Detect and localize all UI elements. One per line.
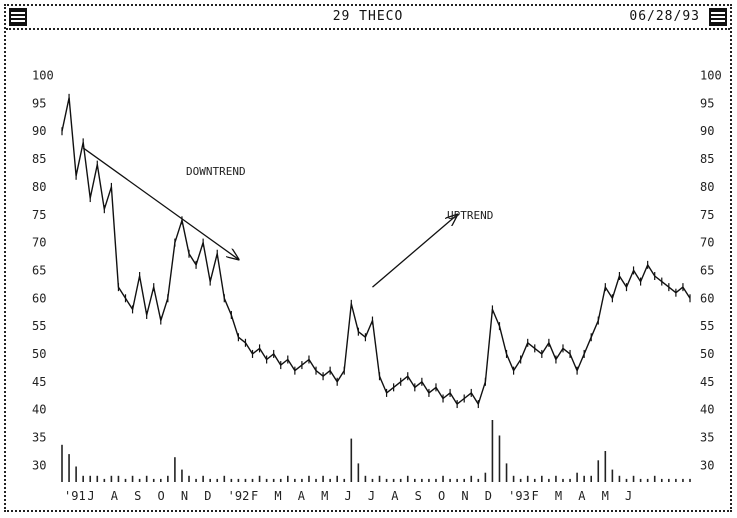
x-tick-label: O [158, 489, 165, 503]
y-tick-label-right: 75 [700, 208, 714, 222]
x-tick-label: J [368, 489, 375, 503]
x-tick-label: N [181, 489, 188, 503]
y-tick-label-right: 45 [700, 375, 714, 389]
trend-arrow [82, 147, 238, 259]
window-resize-icon[interactable] [709, 8, 727, 26]
trend-label: DOWNTREND [186, 165, 246, 178]
x-tick-label: M [321, 489, 328, 503]
x-tick-label: '93 [508, 489, 530, 503]
y-tick-label-left: 45 [32, 375, 46, 389]
y-tick-label-right: 30 [700, 458, 714, 472]
y-tick-label-right: 95 [700, 96, 714, 110]
y-tick-label-left: 75 [32, 208, 46, 222]
y-tick-label-left: 70 [32, 236, 46, 250]
y-tick-label-left: 65 [32, 263, 46, 277]
y-tick-label-left: 35 [32, 430, 46, 444]
x-tick-label: A [111, 489, 119, 503]
y-tick-label-left: 85 [32, 152, 46, 166]
y-tick-label-right: 100 [700, 69, 722, 83]
x-tick-label: D [485, 489, 492, 503]
left-y-axis: 100 95 90 85 80 75 70 65 60 55 50 45 40 35 30 [32, 69, 54, 473]
y-tick-label-right: 85 [700, 152, 714, 166]
y-tick-label-left: 55 [32, 319, 46, 333]
y-tick-label-right: 60 [700, 291, 714, 305]
x-tick-label: F [251, 489, 258, 503]
y-tick-label-right: 50 [700, 347, 714, 361]
y-tick-label-right: 40 [700, 403, 714, 417]
y-tick-label-right: 55 [700, 319, 714, 333]
volume-bars [61, 420, 691, 482]
x-tick-label: A [391, 489, 399, 503]
y-tick-label-right: 70 [700, 236, 714, 250]
window-menu-icon[interactable] [9, 8, 27, 26]
x-tick-label: N [461, 489, 468, 503]
chart-window: 29 THECO 06/28/93 [4, 4, 732, 512]
right-y-axis: 100 95 90 85 80 75 70 65 60 55 50 45 40 35 30 [700, 69, 722, 473]
x-tick-label: J [87, 489, 94, 503]
trend-annotations: DOWNTREND UPTREND [82, 147, 493, 288]
x-tick-label: A [578, 489, 586, 503]
y-tick-label-left: 80 [32, 180, 46, 194]
y-tick-label-right: 80 [700, 180, 714, 194]
x-tick-label: F [532, 489, 539, 503]
price-line [61, 97, 691, 405]
price-series [61, 93, 691, 409]
x-tick-label: M [602, 489, 609, 503]
x-tick-label: A [298, 489, 306, 503]
y-tick-label-left: 60 [32, 291, 46, 305]
trend-label: UPTREND [447, 209, 493, 222]
y-tick-label-left: 95 [32, 96, 46, 110]
title-bar[interactable]: 29 THECO 06/28/93 [6, 6, 730, 30]
window-title: 29 THECO [332, 9, 404, 24]
y-tick-label-right: 35 [700, 430, 714, 444]
x-tick-label: J [625, 489, 632, 503]
x-tick-label: '91 [64, 489, 86, 503]
y-tick-label-left: 100 [32, 69, 54, 83]
y-tick-label-left: 30 [32, 458, 46, 472]
y-tick-label-right: 90 [700, 124, 714, 138]
y-tick-label-right: 65 [700, 263, 714, 277]
chart-date: 06/28/93 [629, 9, 700, 24]
x-tick-label: M [274, 489, 281, 503]
x-tick-label: S [134, 489, 141, 503]
x-tick-label: M [555, 489, 562, 503]
x-tick-label: D [204, 489, 211, 503]
x-tick-label: O [438, 489, 445, 503]
x-axis: '91 J A S O N D '92 F M A M J J A S O N D '93 F M A M J [64, 489, 632, 503]
y-tick-label-left: 40 [32, 403, 46, 417]
trend-arrow [372, 215, 457, 288]
x-tick-label: S [415, 489, 422, 503]
y-tick-label-left: 50 [32, 347, 46, 361]
y-tick-label-left: 90 [32, 124, 46, 138]
x-tick-label: '92 [228, 489, 250, 503]
x-tick-label: J [345, 489, 352, 503]
